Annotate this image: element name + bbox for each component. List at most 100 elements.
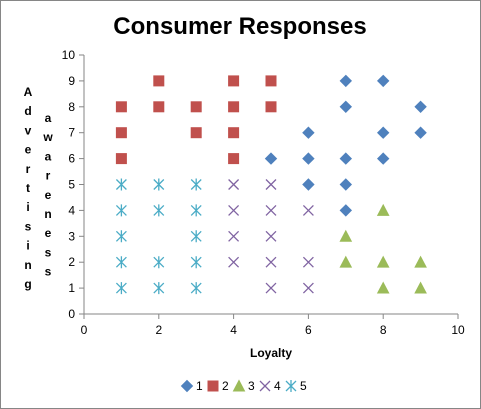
y-axis-label-letter: r [46,169,51,183]
data-point-series-3 [376,255,390,268]
data-point-series-1 [302,178,315,191]
y-axis-label-letter: n [44,207,51,221]
y-axis-label-letter: a [45,111,52,125]
legend-label-4: 4 [274,379,281,393]
y-axis-label-letter: s [45,265,52,279]
data-point-series-5 [115,282,127,295]
x-tick-label: 2 [155,323,162,337]
legend-label-5: 5 [300,379,307,393]
data-point-series-5 [115,178,127,191]
y-axis-label-letter: r [26,162,31,176]
y-axis-label-letter: d [24,104,31,118]
y-axis-label-letter: s [45,245,52,259]
data-point-series-3 [339,229,353,242]
y-tick-label: 3 [68,229,75,243]
y-axis-label-letter: t [26,181,30,195]
data-point-series-4 [265,230,277,242]
y-tick-label: 7 [68,126,75,140]
data-point-series-5 [190,282,202,295]
y-axis-label-letter: e [45,188,52,202]
data-point-series-4 [265,204,277,216]
y-axis-label-letter: e [25,143,32,157]
x-tick-label: 0 [81,323,88,337]
y-axis-label-letter: w [42,130,53,144]
data-point-series-2 [115,153,127,165]
y-tick-label: 10 [62,48,76,62]
y-tick-label: 4 [68,203,75,217]
data-point-series-1 [302,152,315,165]
legend-marker-4 [259,380,271,392]
x-axis-label: Loyalty [250,346,292,360]
legend: 1 2 3 4 5 [180,379,307,393]
legend-marker-5 [285,380,297,392]
legend-marker-1 [180,379,194,393]
data-point-series-1 [414,100,427,114]
data-point-series-2 [153,101,165,113]
data-point-series-2 [265,75,277,87]
data-point-series-1 [376,74,390,88]
data-point-series-2 [153,75,165,87]
data-point-series-1 [339,178,353,191]
data-point-series-4 [228,179,240,190]
y-tick-label: 2 [68,255,75,269]
data-point-series-1 [376,126,390,139]
x-tick-label: 4 [230,323,237,337]
y-axis-label-letter: n [24,258,31,272]
data-point-series-5 [190,204,202,217]
data-point-series-3 [339,255,353,268]
y-tick-label: 5 [68,178,75,192]
data-point-series-3 [414,281,427,294]
data-point-series-1 [264,152,278,165]
x-tick-label: 6 [305,323,312,337]
data-point-series-2 [190,101,202,113]
legend-marker-2 [207,380,219,392]
data-point-series-1 [339,74,353,88]
data-point-series-5 [115,256,127,269]
data-point-series-2 [190,127,202,139]
data-point-series-4 [228,204,240,216]
y-tick-label: 0 [68,307,75,321]
data-point-series-4 [302,282,314,294]
data-point-series-1 [302,126,315,139]
data-point-series-3 [376,203,390,216]
data-point-series-1 [339,204,353,217]
x-tick-label: 10 [451,323,465,337]
data-point-series-4 [265,256,277,268]
data-point-series-1 [414,126,427,139]
y-axis-label-letter: g [24,277,31,291]
data-point-series-4 [265,179,277,190]
data-point-series-2 [115,127,127,139]
data-point-series-1 [339,100,353,114]
data-point-series-5 [153,282,165,295]
y-tick-label: 1 [68,281,75,295]
y-axis-label-letter: s [25,219,32,233]
chart-title: Consumer Responses [113,13,366,40]
data-point-series-5 [115,230,127,243]
x-tick-label: 8 [380,323,387,337]
y-tick-label: 8 [68,100,75,114]
data-point-series-5 [190,230,202,243]
data-point-series-1 [339,152,353,165]
data-point-series-2 [228,101,240,113]
data-point-series-4 [302,256,314,268]
y-axis-label-letter: A [24,85,33,99]
data-point-series-4 [228,230,240,242]
data-point-series-2 [228,75,240,87]
data-point-series-2 [265,101,277,113]
data-point-series-5 [153,178,165,191]
y-axis-label-letter: i [26,239,29,253]
data-point-series-5 [115,204,127,217]
data-point-series-4 [228,256,240,268]
data-points [115,74,427,295]
y-tick-label: 9 [68,74,75,88]
data-point-series-4 [265,282,277,294]
legend-marker-3 [232,379,246,392]
data-point-series-5 [153,204,165,217]
y-tick-label: 6 [68,152,75,166]
y-axis-label-letter: i [26,200,29,214]
data-point-series-4 [302,204,314,216]
data-point-series-5 [190,256,202,269]
legend-label-3: 3 [248,379,255,393]
